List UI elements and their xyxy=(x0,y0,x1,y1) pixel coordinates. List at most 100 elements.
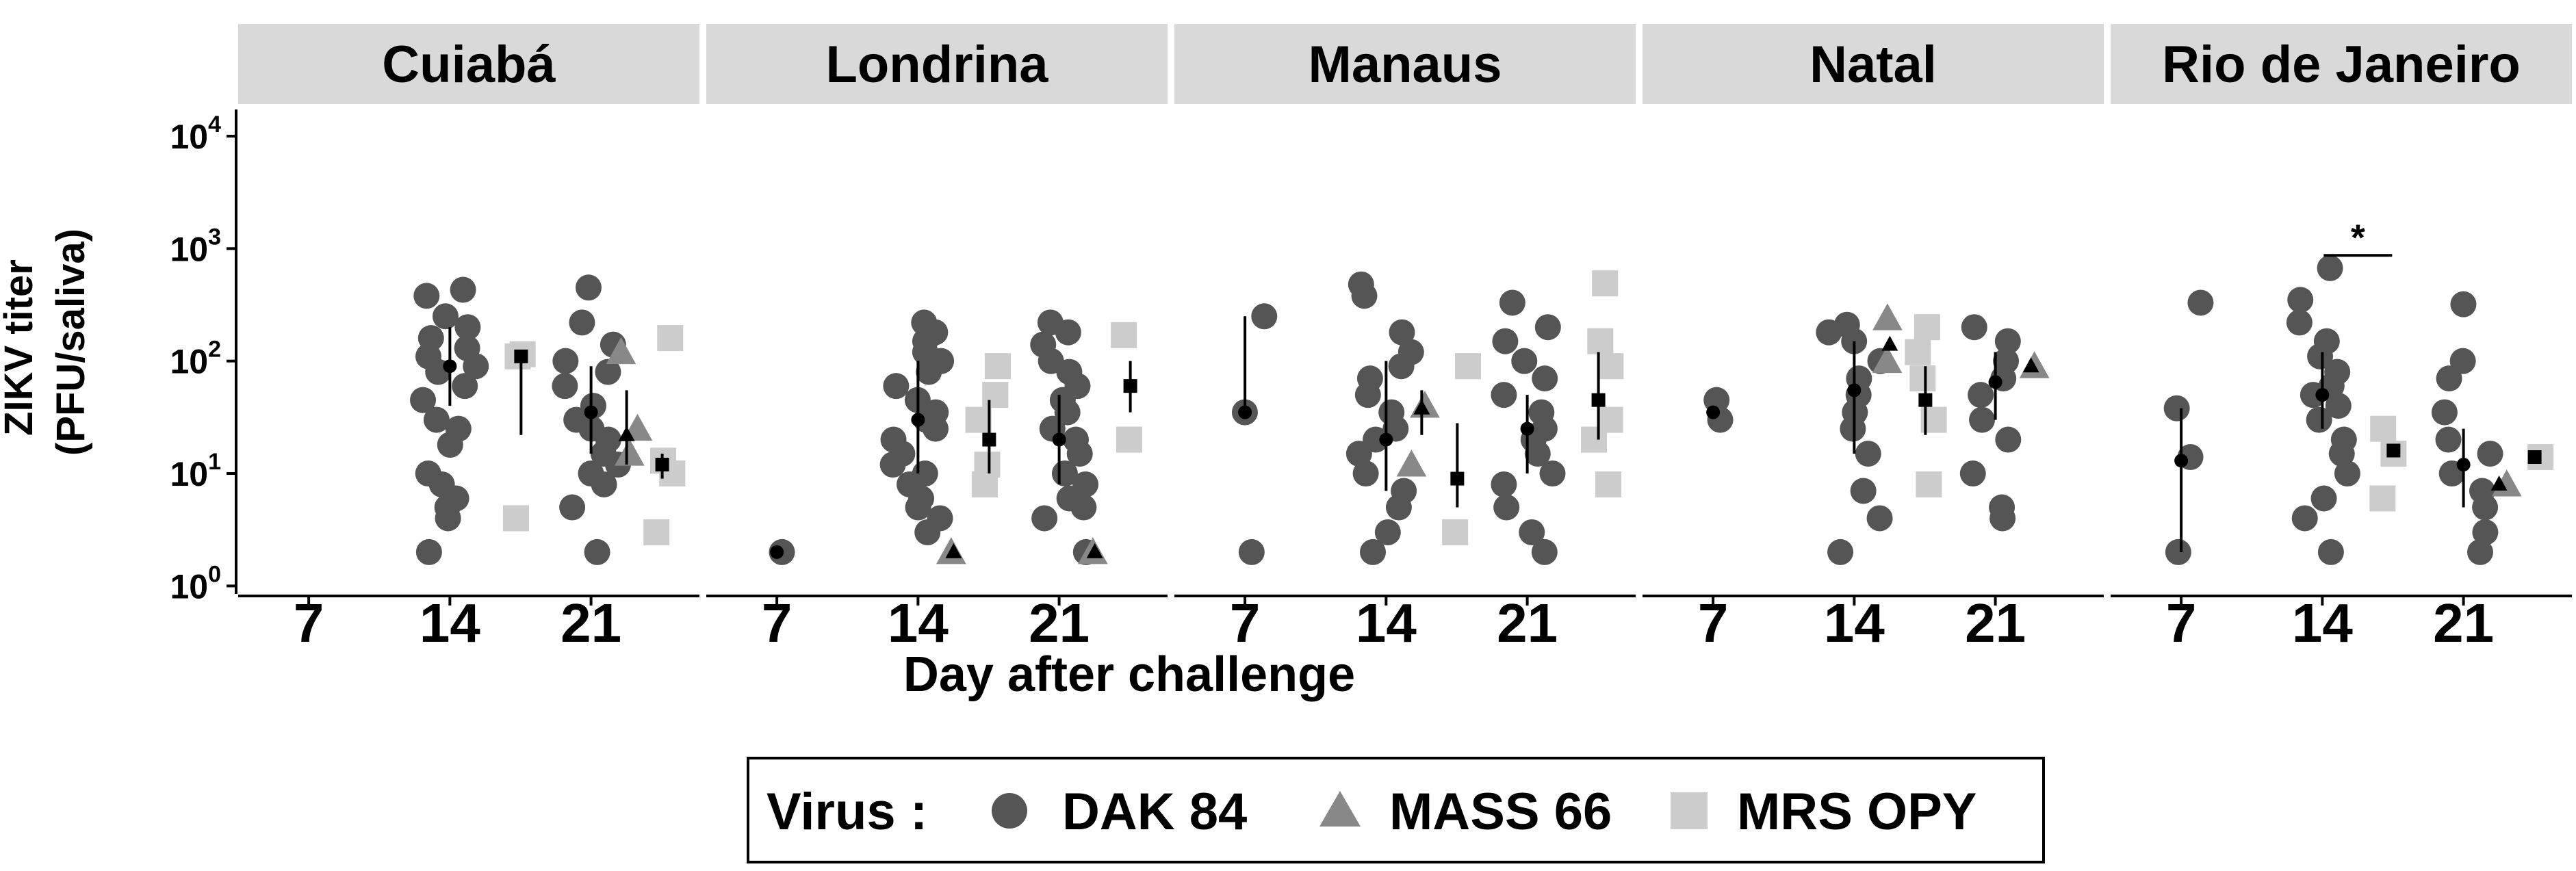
point-cuiaba-mrs-opy-d21-3 xyxy=(643,519,670,545)
series-londrina-mrs-opy-day21 xyxy=(1111,322,1143,453)
point-londrina-dak-84-d14-5 xyxy=(916,359,942,385)
legend-key-dak84 xyxy=(992,793,1027,829)
point-natal-dak-84-d21-6 xyxy=(1995,426,2022,453)
x-tick-label-londrina-21: 21 xyxy=(1029,593,1090,653)
point-londrina-dak-84-d14-13 xyxy=(879,452,906,478)
point-cuiaba-dak-84-d14-1 xyxy=(413,283,440,309)
series-natal-dak-84-day14 xyxy=(1816,311,1894,565)
point-cuiaba-dak-84-d21-15 xyxy=(584,538,610,565)
x-tick-label-rio-de-janeiro-21: 21 xyxy=(2433,593,2494,653)
point-natal-mass-66-d14-1 xyxy=(1872,346,1903,374)
point-rio-de-janeiro-dak-84-d21-4 xyxy=(2435,426,2462,453)
point-manaus-dak-84-d14-1 xyxy=(1351,283,1378,309)
summary-manaus-dak-84-d14 xyxy=(1379,432,1393,447)
x-tick-label-cuiaba-7: 7 xyxy=(294,593,324,653)
y-axis-title-line2: (PFU/saliva) xyxy=(49,229,93,456)
y-axis: ZIKV titer (PFU/saliva) 100 101 102 103 104 xyxy=(0,109,237,606)
point-manaus-dak-84-d14-11 xyxy=(1352,460,1379,487)
summary-londrina-mrs-opy-d14 xyxy=(982,432,996,447)
point-cuiaba-dak-84-d14-19 xyxy=(415,538,442,565)
point-rio-de-janeiro-dak-84-d21-0 xyxy=(2450,291,2477,317)
point-londrina-mrs-opy-d14-1 xyxy=(982,382,1009,408)
series-cuiaba-mrs-opy-day14 xyxy=(503,341,536,532)
point-rio-de-janeiro-dak-84-d21-1 xyxy=(2449,348,2476,374)
series-natal-mass-66-day21 xyxy=(2019,351,2050,378)
point-natal-dak-84-d14-8 xyxy=(1855,441,1881,467)
point-londrina-dak-84-d14-6 xyxy=(883,373,910,400)
panel-natal: Natal 7 14 21 xyxy=(1643,24,2104,653)
point-cuiaba-dak-84-d21-13 xyxy=(591,471,617,497)
summary-rio-de-janeiro-dak-84-d14 xyxy=(2315,388,2330,402)
point-manaus-dak-84-d21-3 xyxy=(1511,348,1538,374)
point-manaus-mrs-opy-d14-1 xyxy=(1442,519,1469,545)
strip-cuiaba xyxy=(238,24,699,104)
x-tick-label-natal-7: 7 xyxy=(1698,593,1729,653)
legend-title: Virus : xyxy=(767,783,927,841)
strip-label-rio-de-janeiro: Rio de Janeiro xyxy=(2162,36,2521,94)
summary-cuiaba-dak-84-d21 xyxy=(584,405,598,419)
legend: Virus : DAK 84 MASS 66 MRS OPY xyxy=(747,757,2045,863)
legend-label-mrsopy: MRS OPY xyxy=(1737,783,1977,841)
point-rio-de-janeiro-dak-84-d21-9 xyxy=(2472,519,2499,545)
series-manaus-mrs-opy-day14 xyxy=(1442,353,1481,545)
series-cuiaba-mrs-opy-day21 xyxy=(643,325,686,545)
point-manaus-dak-84-d21-1 xyxy=(1534,314,1561,341)
summary-londrina-mass-66-d14 xyxy=(945,543,962,558)
point-manaus-mrs-opy-d14-0 xyxy=(1454,353,1481,380)
summary-cuiaba-mrs-opy-d21 xyxy=(655,458,669,472)
series-natal-dak-84-day7 xyxy=(1703,387,1734,433)
y-tick-label-3: 103 xyxy=(170,224,221,268)
summary-londrina-mrs-opy-d21 xyxy=(1123,379,1137,393)
legend-key-mrsopy xyxy=(1671,792,1708,829)
strip-label-manaus: Manaus xyxy=(1309,36,1502,94)
summary-manaus-dak-84-d21 xyxy=(1520,421,1534,436)
point-londrina-mrs-opy-d14-2 xyxy=(965,406,992,433)
point-cuiaba-dak-84-d14-9 xyxy=(452,373,478,400)
point-cuiaba-mrs-opy-d21-0 xyxy=(657,325,684,352)
point-manaus-dak-84-d21-13 xyxy=(1519,519,1545,545)
summary-londrina-mass-66-d21 xyxy=(1086,543,1103,558)
x-tick-label-cuiaba-21: 21 xyxy=(561,593,621,653)
point-rio-de-janeiro-dak-84-d14-2 xyxy=(2286,309,2313,336)
y-tick-label-0: 100 xyxy=(170,561,221,606)
point-natal-dak-84-d21-0 xyxy=(1961,314,1987,341)
summary-natal-mass-66-d21 xyxy=(2022,357,2039,373)
point-natal-dak-84-d14-10 xyxy=(1866,505,1893,532)
series-rio-de-janeiro-dak-84-day21 xyxy=(2431,291,2503,565)
point-cuiaba-dak-84-d14-2 xyxy=(432,303,459,330)
point-manaus-dak-84-d14-2 xyxy=(1389,319,1415,346)
point-manaus-mrs-opy-d21-1 xyxy=(1587,328,1614,354)
summary-rio-de-janeiro-dak-84-d7 xyxy=(2174,454,2189,468)
summary-cuiaba-mrs-opy-d14 xyxy=(514,349,528,363)
summary-natal-dak-84-d7 xyxy=(1706,405,1721,419)
svg-text:ZIKV titer (PFU/saliva): ZIKV titer (PFU/saliva) xyxy=(0,229,93,456)
point-cuiaba-dak-84-d14-3 xyxy=(454,314,481,341)
point-manaus-dak-84-d21-4 xyxy=(1532,365,1558,392)
series-rio-de-janeiro-mrs-opy-day21 xyxy=(2527,444,2554,471)
point-cuiaba-mass-66-d21-2 xyxy=(614,439,645,466)
point-rio-de-janeiro-dak-84-d14-4 xyxy=(2307,343,2334,369)
point-londrina-dak-84-d21-15 xyxy=(1031,505,1058,532)
x-tick-label-manaus-21: 21 xyxy=(1497,593,1558,653)
point-cuiaba-dak-84-d14-0 xyxy=(450,276,476,303)
strip-rio-de-janeiro xyxy=(2111,24,2572,104)
series-natal-mrs-opy-day14 xyxy=(1905,314,1947,497)
series-cuiaba-dak-84-day21 xyxy=(552,274,631,565)
series-rio-de-janeiro-dak-84-day14 xyxy=(2286,255,2360,565)
series-rio-de-janeiro-mass-66-day21 xyxy=(2490,469,2522,497)
panel-londrina: Londrina 7 14 21 xyxy=(706,24,1168,653)
y-tick-label-1: 101 xyxy=(170,449,221,493)
point-natal-dak-84-d21-4 xyxy=(1968,382,1994,408)
point-cuiaba-dak-84-d21-0 xyxy=(575,274,602,301)
point-natal-dak-84-d21-1 xyxy=(1994,328,2021,354)
point-natal-mrs-opy-d14-2 xyxy=(1909,365,1936,392)
series-natal-dak-84-day21 xyxy=(1959,314,2022,532)
significance-label-rio-de-janeiro: * xyxy=(2351,217,2365,258)
summary-londrina-dak-84-d7 xyxy=(770,545,784,559)
summary-manaus-mrs-opy-d14 xyxy=(1450,471,1465,486)
summary-manaus-mass-66-d14 xyxy=(1413,399,1430,415)
summary-rio-de-janeiro-dak-84-d21 xyxy=(2456,458,2471,472)
point-manaus-dak-84-d14-14 xyxy=(1374,519,1401,545)
